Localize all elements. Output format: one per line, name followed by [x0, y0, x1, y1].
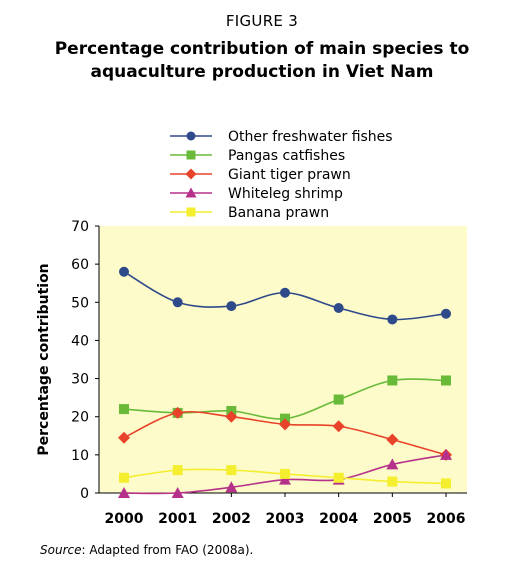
y-tick-label: 0	[80, 486, 89, 502]
legend-marker	[185, 168, 197, 180]
legend-marker	[186, 207, 196, 217]
legend-marker	[186, 131, 196, 141]
data-point-series-4	[387, 476, 398, 487]
x-tick-label: 2006	[427, 511, 466, 527]
data-point-series-4	[441, 478, 451, 489]
data-point-series-3	[440, 448, 452, 460]
data-point-series-0	[226, 301, 237, 312]
x-tick-label: 2001	[158, 511, 197, 527]
legend-marker	[185, 187, 197, 198]
data-point-series-4	[172, 465, 183, 476]
source-text: : Adapted from FAO (2008a).	[81, 543, 254, 557]
y-tick-label: 70	[71, 219, 89, 235]
x-tick-label: 2003	[266, 511, 305, 527]
data-point-series-1	[387, 375, 398, 386]
data-point-series-2	[332, 420, 345, 433]
x-tick-label: 2002	[212, 511, 251, 527]
data-point-series-0	[172, 297, 183, 308]
x-tick-label: 2005	[373, 511, 412, 527]
legend-label: Whiteleg shrimp	[228, 186, 343, 202]
data-point-series-2	[171, 406, 184, 419]
data-point-series-1	[119, 404, 129, 415]
y-tick-label: 40	[71, 333, 89, 349]
legend-label: Banana prawn	[228, 205, 329, 221]
data-point-series-0	[441, 308, 451, 319]
y-tick-label: 50	[71, 295, 89, 311]
x-tick-label: 2000	[105, 511, 144, 527]
data-point-series-4	[226, 465, 237, 476]
legend-marker	[186, 150, 196, 160]
chart-title: Percentage contribution of main species …	[20, 38, 504, 84]
data-point-series-0	[333, 303, 344, 314]
y-tick-label: 10	[71, 448, 89, 464]
plot-area	[99, 226, 467, 493]
data-point-series-3	[386, 458, 399, 470]
data-point-series-2	[279, 418, 291, 431]
data-point-series-0	[280, 287, 290, 298]
data-point-series-3	[171, 487, 184, 498]
y-tick-label: 20	[71, 410, 89, 426]
y-tick-label: 60	[71, 257, 89, 273]
data-point-series-3	[118, 487, 130, 498]
data-point-series-1	[333, 394, 344, 405]
data-point-series-4	[119, 472, 129, 483]
data-point-series-2	[386, 433, 399, 446]
y-axis-label: Percentage contribution	[36, 263, 52, 455]
data-point-series-3	[225, 481, 238, 493]
data-point-series-3	[279, 473, 291, 485]
chart-title-line-1: Percentage contribution of main species …	[54, 39, 470, 59]
chart-title-line-2: aquaculture production in Viet Nam	[90, 62, 434, 82]
legend-label: Other freshwater fishes	[228, 129, 393, 145]
source-note: Source: Adapted from FAO (2008a).	[40, 543, 253, 557]
y-tick-label: 30	[71, 372, 89, 388]
data-point-series-1	[441, 375, 451, 386]
data-point-series-2	[225, 410, 238, 423]
data-point-series-4	[280, 468, 290, 479]
data-point-series-2	[118, 431, 130, 444]
source-prefix: Source	[40, 543, 82, 557]
figure-label: FIGURE 3	[225, 12, 299, 30]
legend-label: Giant tiger prawn	[228, 167, 351, 183]
legend-label: Pangas catfishes	[228, 148, 345, 164]
data-point-series-0	[119, 266, 129, 277]
data-point-series-4	[333, 472, 344, 483]
data-point-series-0	[387, 314, 398, 325]
x-tick-label: 2004	[319, 511, 358, 527]
